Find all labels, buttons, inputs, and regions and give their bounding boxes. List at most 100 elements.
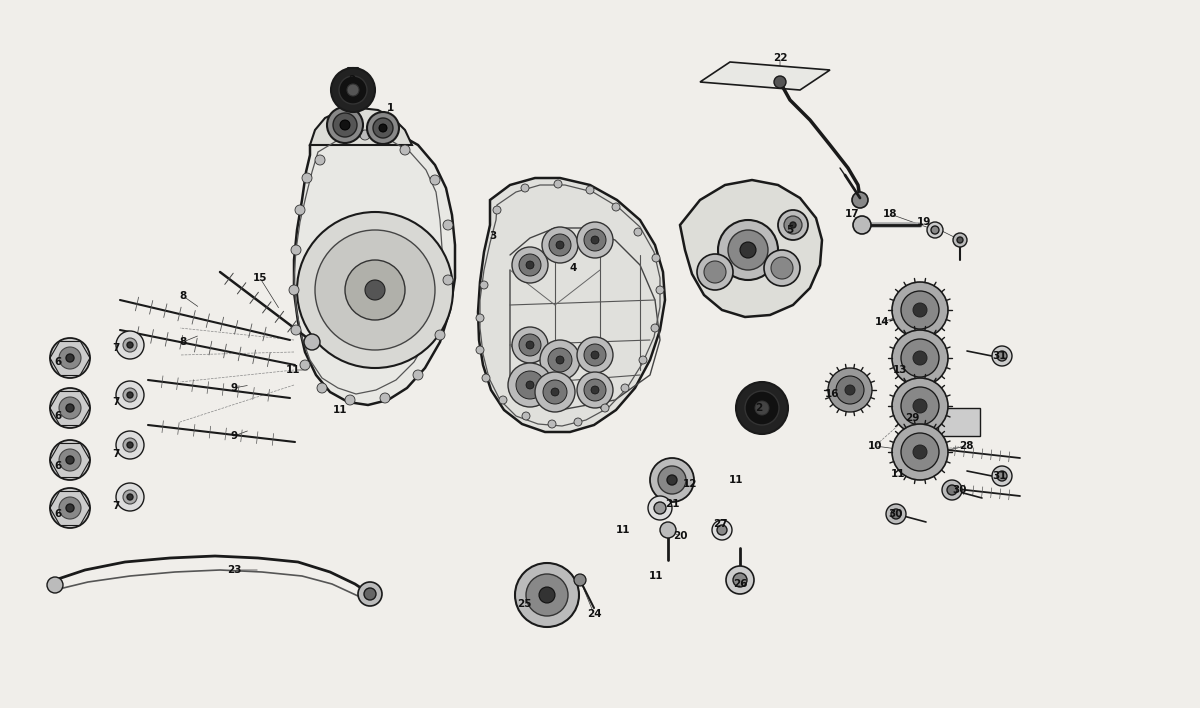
Circle shape [997,351,1007,361]
Text: 6: 6 [54,461,61,471]
Circle shape [508,363,552,407]
Circle shape [476,314,484,322]
Circle shape [901,387,940,425]
Text: 17: 17 [845,209,859,219]
Circle shape [634,228,642,236]
Text: 6: 6 [54,357,61,367]
Text: 4: 4 [569,263,577,273]
Circle shape [520,254,541,276]
Text: 13: 13 [893,365,907,375]
Circle shape [551,388,559,396]
Text: 27: 27 [713,519,727,529]
Circle shape [577,337,613,373]
Text: 11: 11 [649,571,664,581]
Circle shape [516,371,544,399]
Circle shape [373,118,394,138]
Text: 21: 21 [665,499,679,509]
Circle shape [778,210,808,240]
Circle shape [828,368,872,412]
Text: 1: 1 [386,103,394,113]
Circle shape [890,509,901,519]
Circle shape [295,205,305,215]
Circle shape [542,227,578,263]
Circle shape [314,155,325,165]
Circle shape [892,330,948,386]
Circle shape [400,145,410,155]
Circle shape [745,391,779,425]
Circle shape [526,381,534,389]
Text: 12: 12 [683,479,697,489]
Text: 11: 11 [616,525,630,535]
Circle shape [667,475,677,485]
Circle shape [59,497,82,519]
Circle shape [346,260,406,320]
Circle shape [650,324,659,332]
Text: 7: 7 [113,397,120,407]
Circle shape [592,236,599,244]
Circle shape [901,433,940,471]
Circle shape [913,351,928,365]
Text: 2: 2 [755,403,763,413]
Polygon shape [294,128,455,405]
Circle shape [50,440,90,480]
Circle shape [443,275,454,285]
Circle shape [127,442,133,448]
Text: 31: 31 [992,471,1007,481]
Circle shape [526,261,534,269]
Circle shape [116,483,144,511]
Circle shape [947,485,958,495]
Circle shape [764,250,800,286]
Text: 23: 23 [227,565,241,575]
Circle shape [853,216,871,234]
Circle shape [728,230,768,270]
Circle shape [755,401,769,415]
Circle shape [577,222,613,258]
Circle shape [116,331,144,359]
Circle shape [526,574,568,616]
Circle shape [340,120,350,130]
Circle shape [540,340,580,380]
Circle shape [997,471,1007,481]
Circle shape [482,374,490,382]
Circle shape [892,378,948,434]
Circle shape [66,354,74,362]
Circle shape [852,192,868,208]
Circle shape [436,330,445,340]
Circle shape [577,372,613,408]
Text: 26: 26 [733,579,748,589]
Circle shape [586,186,594,194]
Text: 6: 6 [54,509,61,519]
Circle shape [901,339,940,377]
Circle shape [992,346,1012,366]
Circle shape [334,113,358,137]
Circle shape [380,393,390,403]
Circle shape [47,577,64,593]
Circle shape [592,386,599,394]
Circle shape [302,173,312,183]
Text: 3: 3 [490,231,497,241]
Circle shape [601,404,610,412]
Circle shape [317,383,326,393]
Circle shape [612,203,620,211]
Circle shape [304,334,320,350]
Text: 7: 7 [113,449,120,459]
Circle shape [292,325,301,335]
Circle shape [358,582,382,606]
Circle shape [542,380,568,404]
Circle shape [413,370,424,380]
Circle shape [127,494,133,500]
Text: 11: 11 [728,475,743,485]
Circle shape [289,285,299,295]
Circle shape [124,388,137,402]
Circle shape [574,418,582,426]
Text: 20: 20 [673,531,688,541]
Circle shape [648,496,672,520]
Circle shape [499,396,508,404]
Text: 31: 31 [992,351,1007,361]
Circle shape [526,341,534,349]
Text: 25: 25 [517,599,532,609]
Circle shape [574,574,586,586]
Circle shape [326,107,364,143]
Circle shape [845,385,854,395]
Text: 9: 9 [230,431,238,441]
